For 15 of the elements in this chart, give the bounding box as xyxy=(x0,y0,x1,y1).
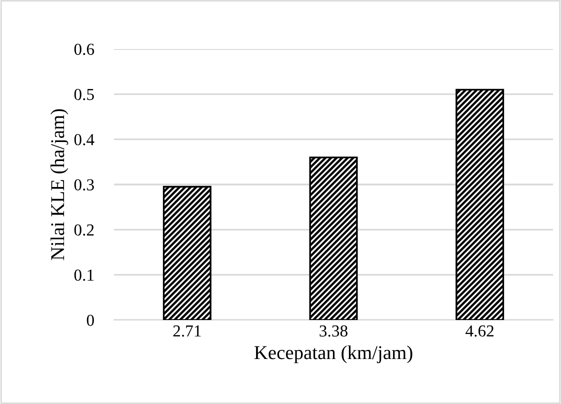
y-tick-label: 0.2 xyxy=(74,224,94,236)
y-tick-label: 0.5 xyxy=(74,88,94,100)
y-tick-label: 0.4 xyxy=(74,134,94,146)
x-tick-label: 3.38 xyxy=(320,325,348,337)
bar xyxy=(162,186,212,320)
x-axis-title: Kecepatan (km/jam) xyxy=(254,346,412,364)
y-axis-title: Nilai KLE (ha/jam) xyxy=(50,109,68,260)
y-tick-label: 0.3 xyxy=(74,179,94,191)
bar xyxy=(309,156,358,320)
x-tick-label: 2.71 xyxy=(173,325,201,337)
y-tick-label: 0 xyxy=(86,314,94,326)
y-tick-label: 0.6 xyxy=(74,44,94,56)
x-tick-label: 4.62 xyxy=(466,325,494,337)
y-tick-label: 0.1 xyxy=(74,270,94,281)
bar xyxy=(456,88,504,320)
